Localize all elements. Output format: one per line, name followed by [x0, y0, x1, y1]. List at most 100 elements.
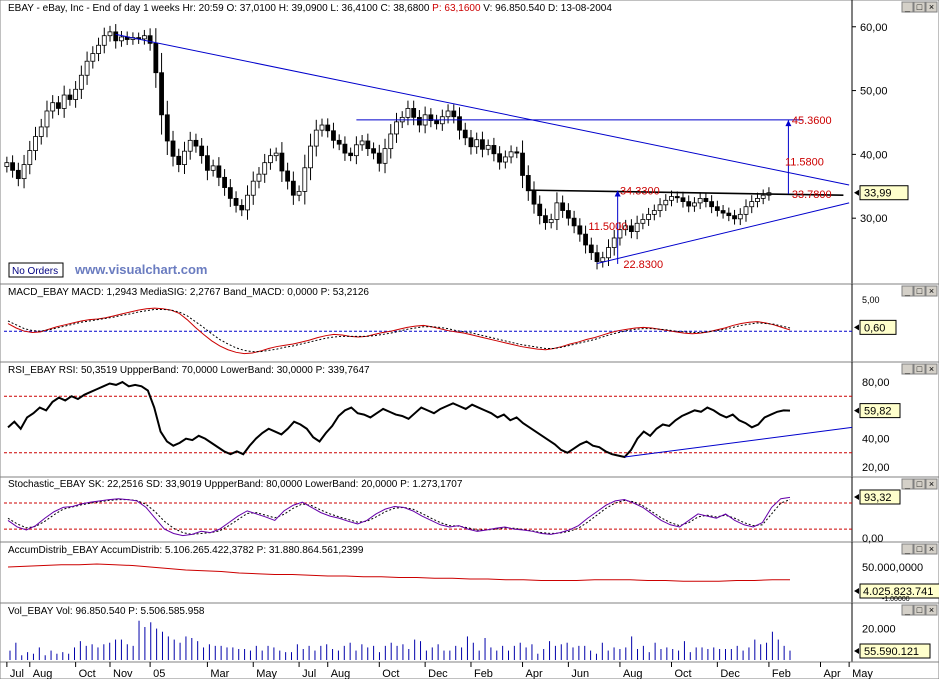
price-candle — [141, 29, 147, 45]
candle-body — [560, 202, 566, 211]
accum-close-button[interactable]: × — [925, 543, 938, 555]
rsi-minimize-button[interactable]: _ — [901, 363, 914, 375]
price-candle — [319, 118, 325, 137]
price-candle — [737, 208, 743, 226]
price-candle — [657, 198, 663, 218]
candle-body — [600, 257, 606, 262]
stoch-minimize-frame — [901, 478, 914, 490]
accum-minimize-icon: _ — [904, 544, 911, 554]
rsi-trendline — [624, 426, 853, 458]
stoch-close-button[interactable]: × — [925, 478, 938, 490]
price-candle — [571, 210, 577, 234]
rsi-maximize-button[interactable]: □ — [913, 363, 926, 375]
price-candle — [153, 28, 159, 88]
price-candle — [313, 119, 319, 157]
rsi-close-button[interactable]: × — [925, 363, 938, 375]
price-candle — [749, 195, 755, 214]
candle-body — [629, 225, 634, 232]
price-tick-label: 30,00 — [860, 213, 888, 225]
vol-close-icon: × — [929, 605, 934, 615]
candle-body — [720, 210, 726, 214]
vol-maximize-button[interactable]: □ — [913, 604, 926, 616]
price-candle — [250, 171, 256, 205]
candle-body — [611, 237, 617, 248]
main-minimize-frame — [901, 1, 914, 13]
price-candle — [714, 200, 720, 217]
price-candle — [222, 169, 227, 196]
candle-body — [583, 233, 588, 246]
candle-body — [743, 206, 749, 215]
candle-body — [44, 110, 50, 128]
candle-body — [749, 201, 755, 208]
candle-body — [348, 152, 354, 157]
stoch-maximize-button[interactable]: □ — [913, 478, 926, 490]
price-candle — [44, 100, 50, 138]
stoch-minimize-button[interactable]: _ — [901, 478, 914, 490]
trendline-neckline — [528, 189, 844, 197]
price-candle — [485, 139, 491, 156]
accum-maximize-button[interactable]: □ — [913, 543, 926, 555]
macd-signal-line — [7, 308, 791, 353]
candle-body — [359, 140, 365, 146]
price-candle — [84, 51, 90, 85]
candle-body — [640, 219, 646, 224]
candle-body — [497, 153, 503, 163]
candle-body — [674, 196, 680, 199]
price-candle — [268, 148, 273, 170]
candle-body — [141, 35, 147, 40]
main-minimize-button[interactable]: _ — [901, 1, 914, 13]
candle-body — [462, 129, 468, 139]
price-candle — [170, 130, 176, 167]
x-tick-label: Oct — [79, 668, 96, 679]
candle-body — [4, 162, 10, 167]
candle-body — [548, 219, 554, 224]
candle-body — [101, 35, 107, 46]
macd-minimize-button[interactable]: _ — [901, 285, 914, 297]
accum-minimize-button[interactable]: _ — [901, 543, 914, 555]
candle-body — [485, 145, 491, 150]
price-candle — [697, 192, 703, 210]
price-candle — [497, 146, 503, 170]
price-candle — [113, 24, 119, 49]
stoch-marker-icon — [854, 494, 859, 500]
candle-body — [669, 196, 674, 201]
measure-arrow-pattern-head — [614, 190, 621, 197]
x-tick-label: May — [852, 668, 873, 679]
price-badge: 33,99 — [864, 188, 892, 200]
price-candle — [755, 192, 760, 208]
candle-body — [623, 225, 629, 231]
candle-body — [520, 152, 525, 176]
candle-body — [296, 190, 302, 196]
price-annotation: 11.5000 — [588, 221, 627, 233]
price-candle — [147, 28, 153, 51]
price-candle — [233, 191, 239, 213]
x-tick-label: Jun — [571, 668, 589, 679]
candle-body — [537, 203, 543, 217]
price-candle — [651, 204, 657, 221]
price-candle — [543, 208, 548, 230]
macd-maximize-button[interactable]: □ — [913, 285, 926, 297]
main-close-button[interactable]: × — [925, 1, 938, 13]
main-maximize-button[interactable]: □ — [913, 1, 926, 13]
price-candle — [468, 129, 474, 155]
vol-close-frame — [925, 604, 938, 616]
stoch-maximize-frame — [913, 478, 926, 490]
accum-marker-icon — [854, 588, 859, 594]
no-orders-button[interactable]: No Orders — [8, 262, 64, 278]
price-candle — [290, 171, 296, 205]
macd-close-button[interactable]: × — [925, 285, 938, 297]
candle-body — [199, 145, 205, 157]
candle-body — [491, 145, 497, 155]
candle-body — [502, 156, 508, 163]
price-candle — [680, 191, 686, 208]
candle-body — [411, 108, 417, 118]
vol-close-button[interactable]: × — [925, 604, 938, 616]
vol-minimize-button[interactable]: _ — [901, 604, 914, 616]
price-candle — [388, 124, 394, 159]
candle-body — [434, 120, 439, 125]
price-candle — [583, 225, 588, 254]
candle-body — [657, 204, 663, 211]
main-maximize-frame — [913, 1, 926, 13]
candle-body — [205, 155, 210, 171]
